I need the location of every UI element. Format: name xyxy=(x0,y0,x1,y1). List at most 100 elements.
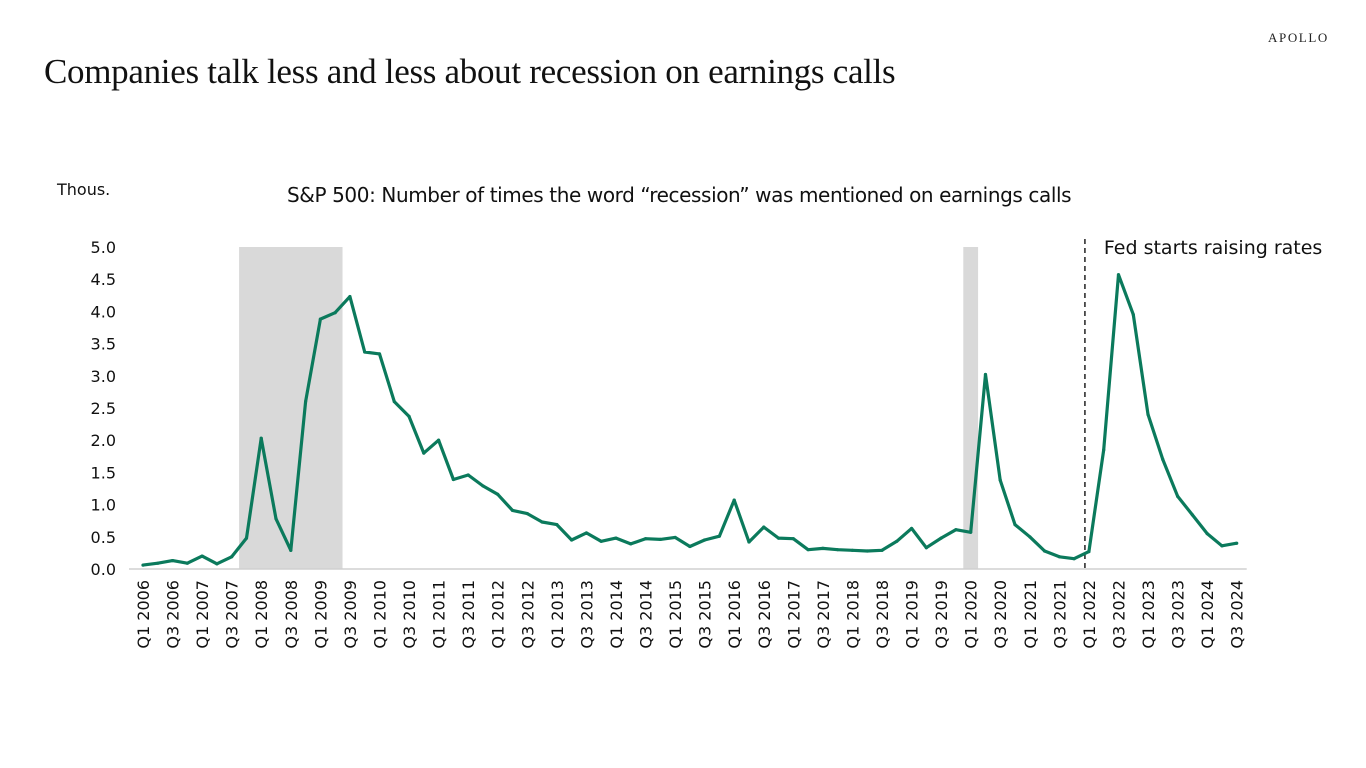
x-tick-label: Q3 2022 xyxy=(1109,580,1128,649)
data-point-q2-2021 xyxy=(1042,549,1047,553)
data-point-q4-2014 xyxy=(658,537,662,541)
x-axis-ticks: Q1 2006 Q3 2006 Q1 2007 Q3 2007 Q1 2008 Q3 20… xyxy=(134,580,1247,649)
x-tick-label: Q1 2021 xyxy=(1021,580,1040,649)
data-point-q4-2007 xyxy=(244,536,249,540)
y-tick-label: 2.0 xyxy=(91,431,116,450)
data-point-q1-2020 xyxy=(969,530,973,534)
x-tick-label: Q3 2010 xyxy=(400,580,419,649)
data-point-q2-2020 xyxy=(983,372,988,377)
y-tick-label: 4.5 xyxy=(91,270,116,289)
y-tick-label: 5.0 xyxy=(91,238,116,257)
data-point-q1-2017 xyxy=(791,537,795,541)
data-point-q1-2024 xyxy=(1205,531,1209,536)
x-tick-label: Q3 2021 xyxy=(1050,580,1069,649)
x-tick-label: Q1 2019 xyxy=(903,580,922,649)
data-point-q4-2016 xyxy=(776,536,781,540)
data-point-q3-2015 xyxy=(703,538,707,542)
data-point-q2-2024 xyxy=(1220,544,1224,548)
x-tick-label: Q1 2024 xyxy=(1198,580,1217,649)
x-tick-label: Q3 2014 xyxy=(637,580,656,649)
data-point-q3-2011 xyxy=(466,473,470,477)
data-point-q3-2008 xyxy=(289,548,293,552)
data-point-q2-2015 xyxy=(688,544,692,549)
data-point-q4-2015 xyxy=(717,534,722,538)
data-point-q4-2010 xyxy=(422,451,426,455)
data-point-q1-2007 xyxy=(200,554,204,558)
x-tick-label: Q1 2016 xyxy=(725,580,744,649)
x-tick-label: Q1 2010 xyxy=(370,580,389,649)
x-tick-label: Q1 2012 xyxy=(489,580,508,649)
x-tick-label: Q3 2008 xyxy=(282,580,301,649)
x-tick-label: Q1 2013 xyxy=(548,580,567,649)
y-axis-ticks: 0.0 0.5 1.0 1.5 2.0 2.5 3.0 3.5 4.0 4.5 5.0 xyxy=(91,238,116,579)
data-point-q1-2021 xyxy=(1028,535,1032,539)
data-point-q4-2022 xyxy=(1131,313,1135,317)
x-tick-label: Q1 2020 xyxy=(962,580,981,649)
data-point-q3-2017 xyxy=(821,546,825,550)
x-tick-label: Q1 2022 xyxy=(1080,580,1099,649)
data-point-q2-2008 xyxy=(274,517,278,521)
data-point-q3-2013 xyxy=(584,531,589,535)
data-point-q3-2010 xyxy=(407,414,411,418)
data-point-q3-2019 xyxy=(939,536,943,540)
x-tick-label: Q3 2020 xyxy=(991,580,1010,649)
x-tick-label: Q1 2017 xyxy=(784,580,803,649)
data-point-q1-2006 xyxy=(141,563,145,567)
data-point-q2-2006 xyxy=(156,561,160,565)
data-point-q1-2018 xyxy=(850,548,855,552)
data-point-q2-2023 xyxy=(1161,457,1165,462)
data-point-q2-2011 xyxy=(451,477,455,482)
data-point-q4-2020 xyxy=(1013,522,1017,527)
data-point-q3-2016 xyxy=(762,525,766,529)
data-point-q1-2013 xyxy=(555,522,559,527)
data-point-q2-2014 xyxy=(629,542,633,546)
data-point-q2-2013 xyxy=(570,538,574,542)
data-point-q1-2011 xyxy=(437,438,441,442)
x-tick-label: Q3 2007 xyxy=(223,580,242,649)
data-point-q4-2009 xyxy=(363,350,367,354)
data-point-q4-2017 xyxy=(836,548,840,552)
chart-title: S&P 500: Number of times the word “reces… xyxy=(287,183,1072,207)
data-point-q1-2008 xyxy=(259,436,263,440)
data-point-q2-2022 xyxy=(1102,448,1106,452)
y-tick-label: 0.5 xyxy=(91,528,116,547)
x-tick-label: Q1 2015 xyxy=(666,580,685,649)
data-point-q1-2012 xyxy=(496,492,500,496)
y-tick-label: 4.0 xyxy=(91,302,116,321)
data-point-q1-2014 xyxy=(614,536,618,540)
data-point-q3-2007 xyxy=(230,555,234,559)
data-point-q3-2024 xyxy=(1235,541,1239,545)
x-tick-label: Q3 2015 xyxy=(696,580,715,649)
x-tick-label: Q3 2009 xyxy=(341,580,360,649)
data-point-q3-2021 xyxy=(1057,555,1061,559)
series-points xyxy=(141,273,1239,567)
data-point-q3-2020 xyxy=(998,478,1002,482)
data-point-q3-2014 xyxy=(643,537,648,541)
data-point-q2-2016 xyxy=(747,540,751,544)
page-title: Companies talk less and less about reces… xyxy=(44,52,896,91)
y-tick-label: 3.0 xyxy=(91,367,116,386)
data-point-q4-2021 xyxy=(1072,557,1076,561)
x-tick-label: Q3 2019 xyxy=(932,580,951,649)
x-tick-label: Q3 2024 xyxy=(1228,580,1247,649)
data-point-q3-2018 xyxy=(880,548,884,552)
x-tick-label: Q1 2006 xyxy=(134,580,153,649)
x-tick-label: Q1 2008 xyxy=(252,580,271,649)
data-point-q1-2015 xyxy=(673,535,677,540)
data-point-q2-2019 xyxy=(924,546,928,550)
data-point-q1-2009 xyxy=(318,317,322,321)
data-point-q2-2012 xyxy=(510,508,515,512)
x-tick-label: Q3 2006 xyxy=(164,580,183,649)
x-tick-label: Q3 2011 xyxy=(459,580,478,649)
y-tick-label: 3.5 xyxy=(91,335,116,354)
data-point-q1-2023 xyxy=(1146,412,1150,417)
x-tick-label: Q3 2013 xyxy=(577,580,596,649)
data-point-q1-2019 xyxy=(909,526,914,531)
x-tick-label: Q3 2012 xyxy=(518,580,537,649)
data-point-q4-2013 xyxy=(599,539,603,543)
x-tick-label: Q1 2014 xyxy=(607,580,626,649)
brand-logo: APOLLO xyxy=(1268,30,1329,45)
x-tick-label: Q1 2018 xyxy=(843,580,862,649)
data-point-q2-2018 xyxy=(865,549,869,553)
